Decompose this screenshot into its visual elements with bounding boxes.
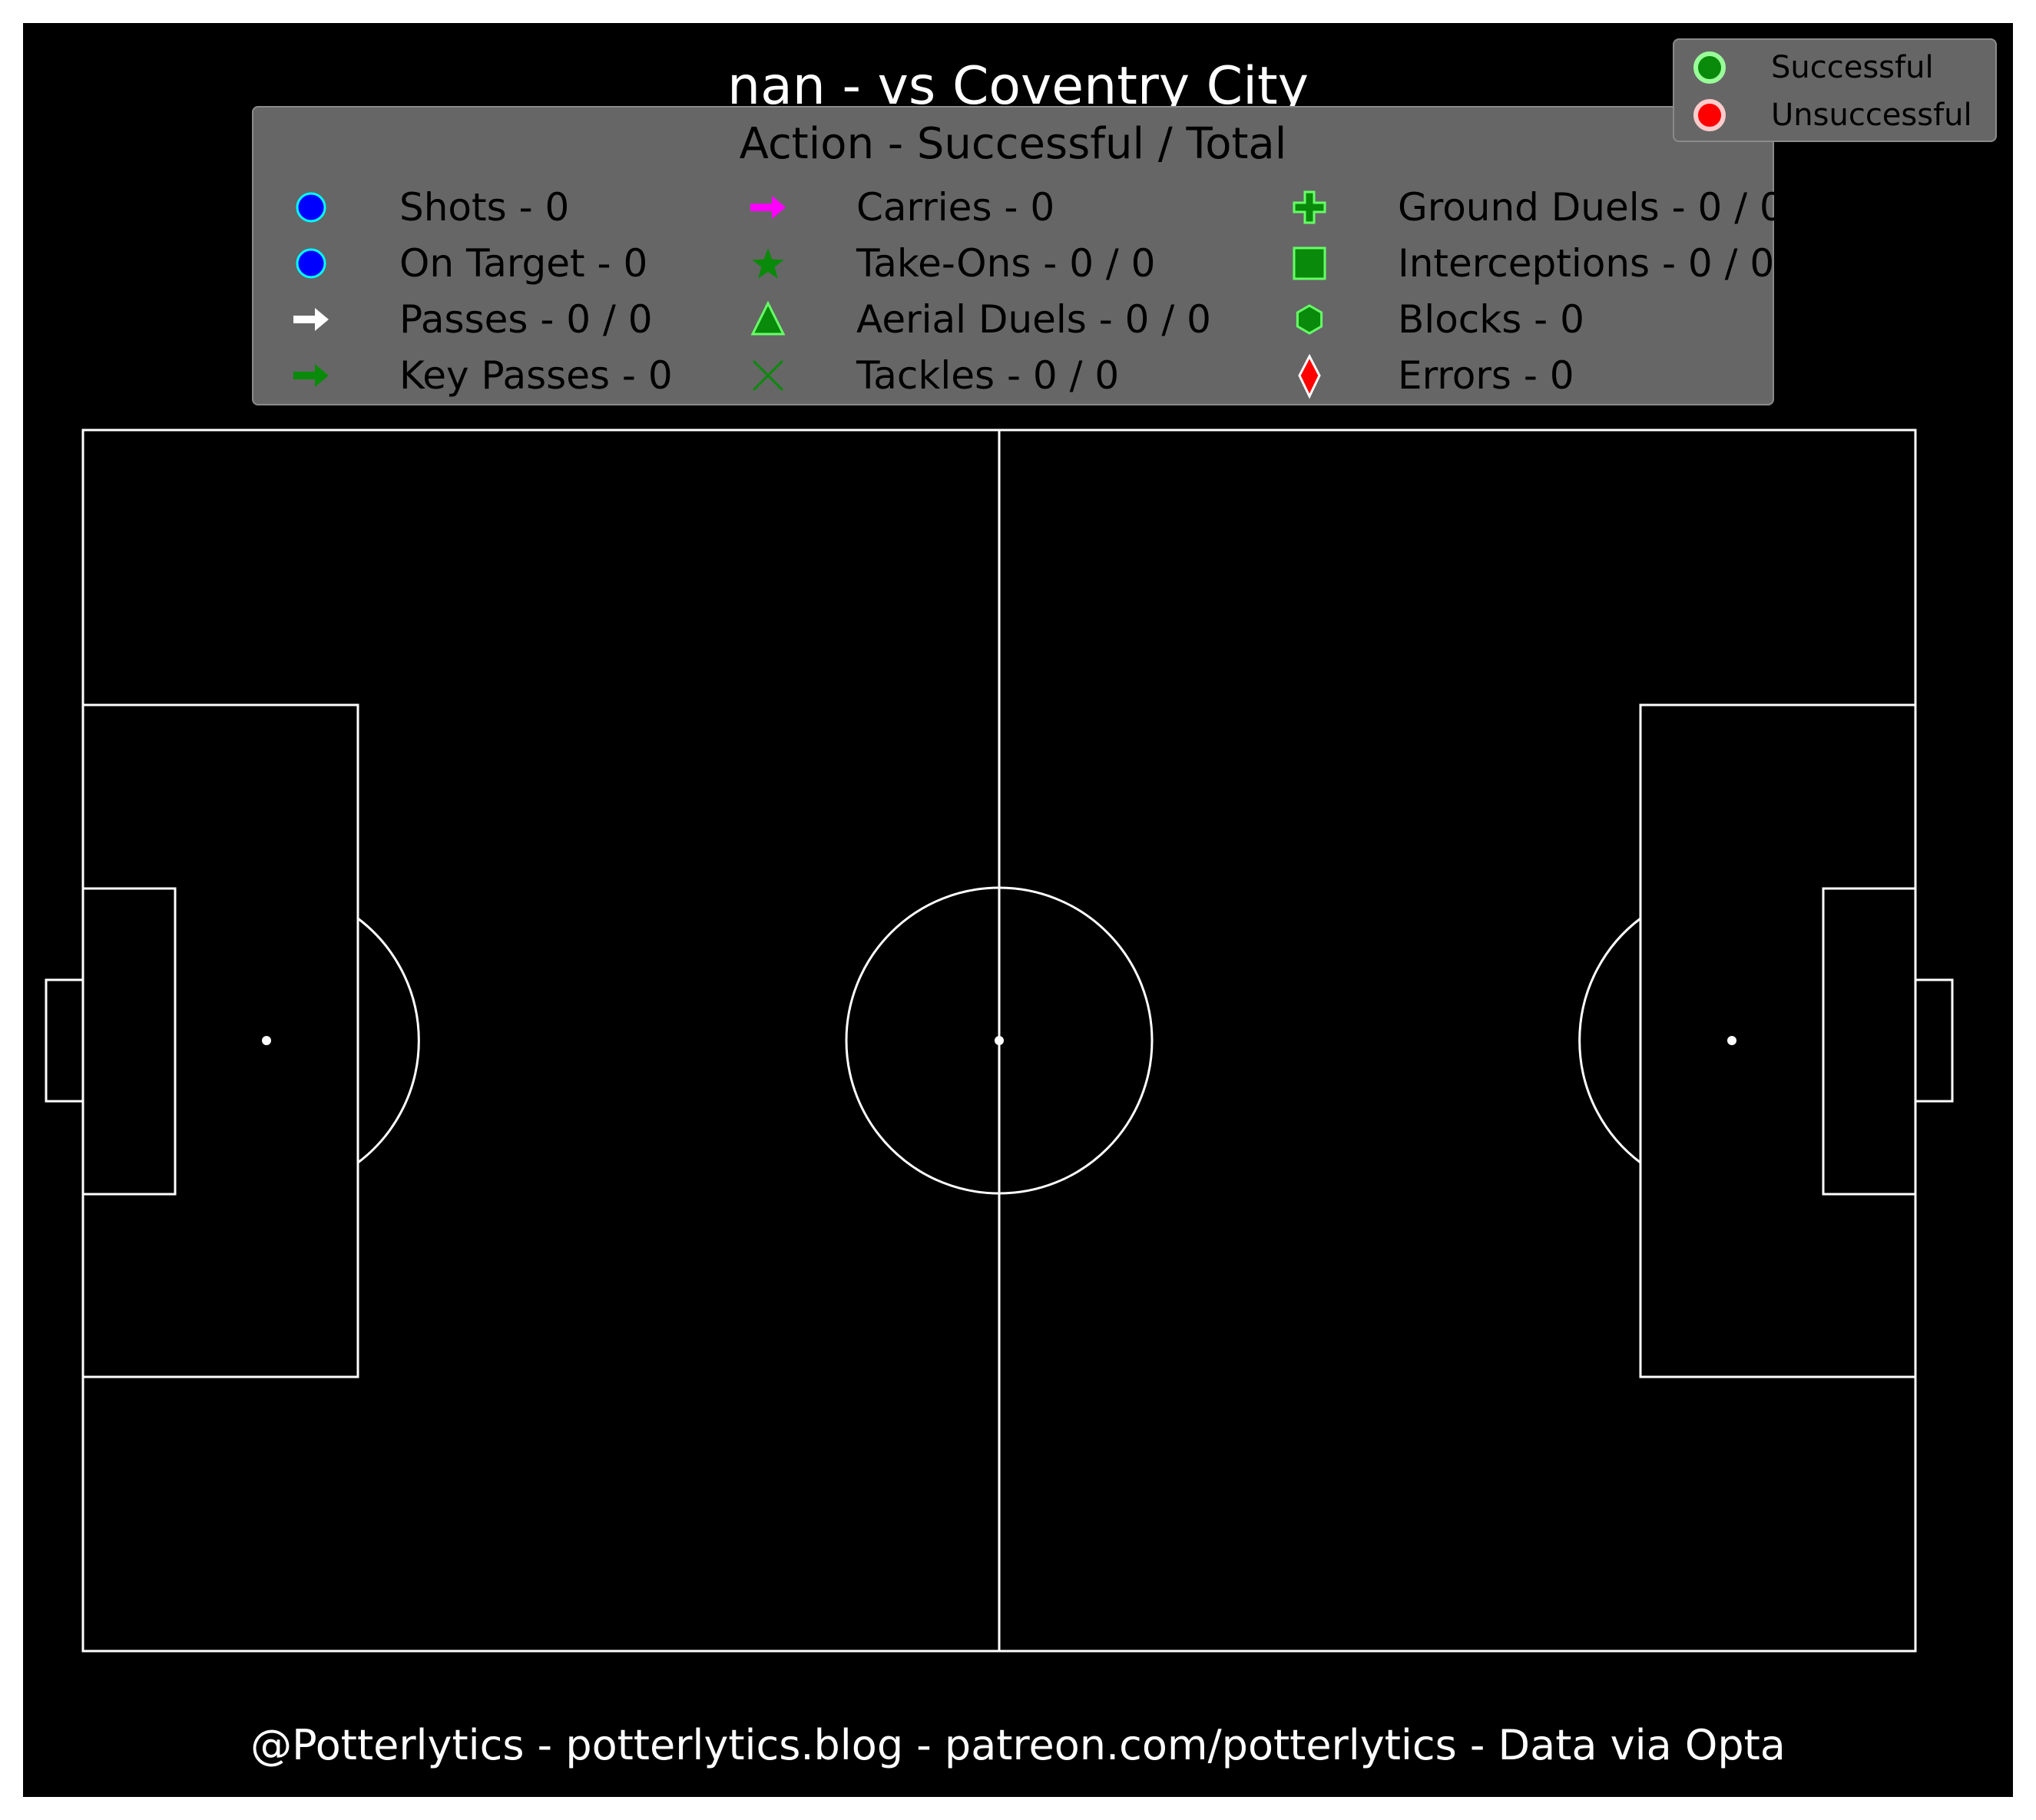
star-icon xyxy=(733,237,803,290)
legend-label: Interceptions - 0 / 0 xyxy=(1398,241,1775,286)
legend-label: Blocks - 0 xyxy=(1398,297,1584,342)
legend-label: Key Passes - 0 xyxy=(399,353,673,398)
left-goal xyxy=(45,978,84,1103)
circle-icon xyxy=(276,237,346,290)
status-legend: Successful Unsuccessful xyxy=(1673,38,1997,142)
arrow-icon xyxy=(276,349,346,402)
hexagon-icon xyxy=(1275,293,1344,346)
plus-icon xyxy=(1275,180,1344,234)
legend-label: Aerial Duels - 0 / 0 xyxy=(856,297,1211,342)
arrow-icon xyxy=(733,180,803,234)
left-penalty-box xyxy=(81,703,359,1378)
figure: nan - vs Coventry City Action - Successf… xyxy=(23,23,2013,1797)
right-penalty-box xyxy=(1639,703,1917,1378)
circle-icon xyxy=(276,180,346,234)
right-penalty-spot xyxy=(1727,1036,1736,1045)
center-circle xyxy=(845,886,1154,1195)
left-penalty-spot xyxy=(262,1036,271,1045)
status-legend-label: Successful xyxy=(1771,50,1934,85)
right-penalty-arc xyxy=(1578,917,1641,1164)
arrow-icon xyxy=(276,293,346,346)
football-pitch xyxy=(45,429,1954,1653)
right-goal xyxy=(1914,978,1954,1103)
legend-label: Take-Ons - 0 / 0 xyxy=(856,241,1156,286)
legend-label: Carries - 0 xyxy=(856,185,1055,230)
footer-credit: @Potterlytics - potterlytics.blog - patr… xyxy=(250,1721,1786,1769)
center-spot xyxy=(995,1036,1004,1045)
action-legend: Action - Successful / Total Shots - 0 On … xyxy=(252,106,1784,405)
legend-label: Tackles - 0 / 0 xyxy=(856,353,1120,398)
legend-label: Shots - 0 xyxy=(399,185,570,230)
status-legend-label: Unsuccessful xyxy=(1771,98,1972,133)
legend-label: Ground Duels - 0 / 0 xyxy=(1398,185,1784,230)
x-icon xyxy=(733,349,803,402)
diamond-icon xyxy=(1275,349,1344,402)
legend-label: Passes - 0 / 0 xyxy=(399,297,653,342)
legend-title: Action - Successful / Total xyxy=(739,119,1287,169)
left-six-yard-box xyxy=(81,887,177,1196)
legend-label: On Target - 0 xyxy=(399,241,648,286)
circle-icon xyxy=(1685,45,1734,91)
right-six-yard-box xyxy=(1822,887,1917,1196)
left-penalty-arc xyxy=(357,917,420,1164)
circle-icon xyxy=(1685,92,1734,138)
legend-label: Errors - 0 xyxy=(1398,353,1574,398)
triangle-icon xyxy=(733,293,803,346)
square-icon xyxy=(1275,237,1344,290)
